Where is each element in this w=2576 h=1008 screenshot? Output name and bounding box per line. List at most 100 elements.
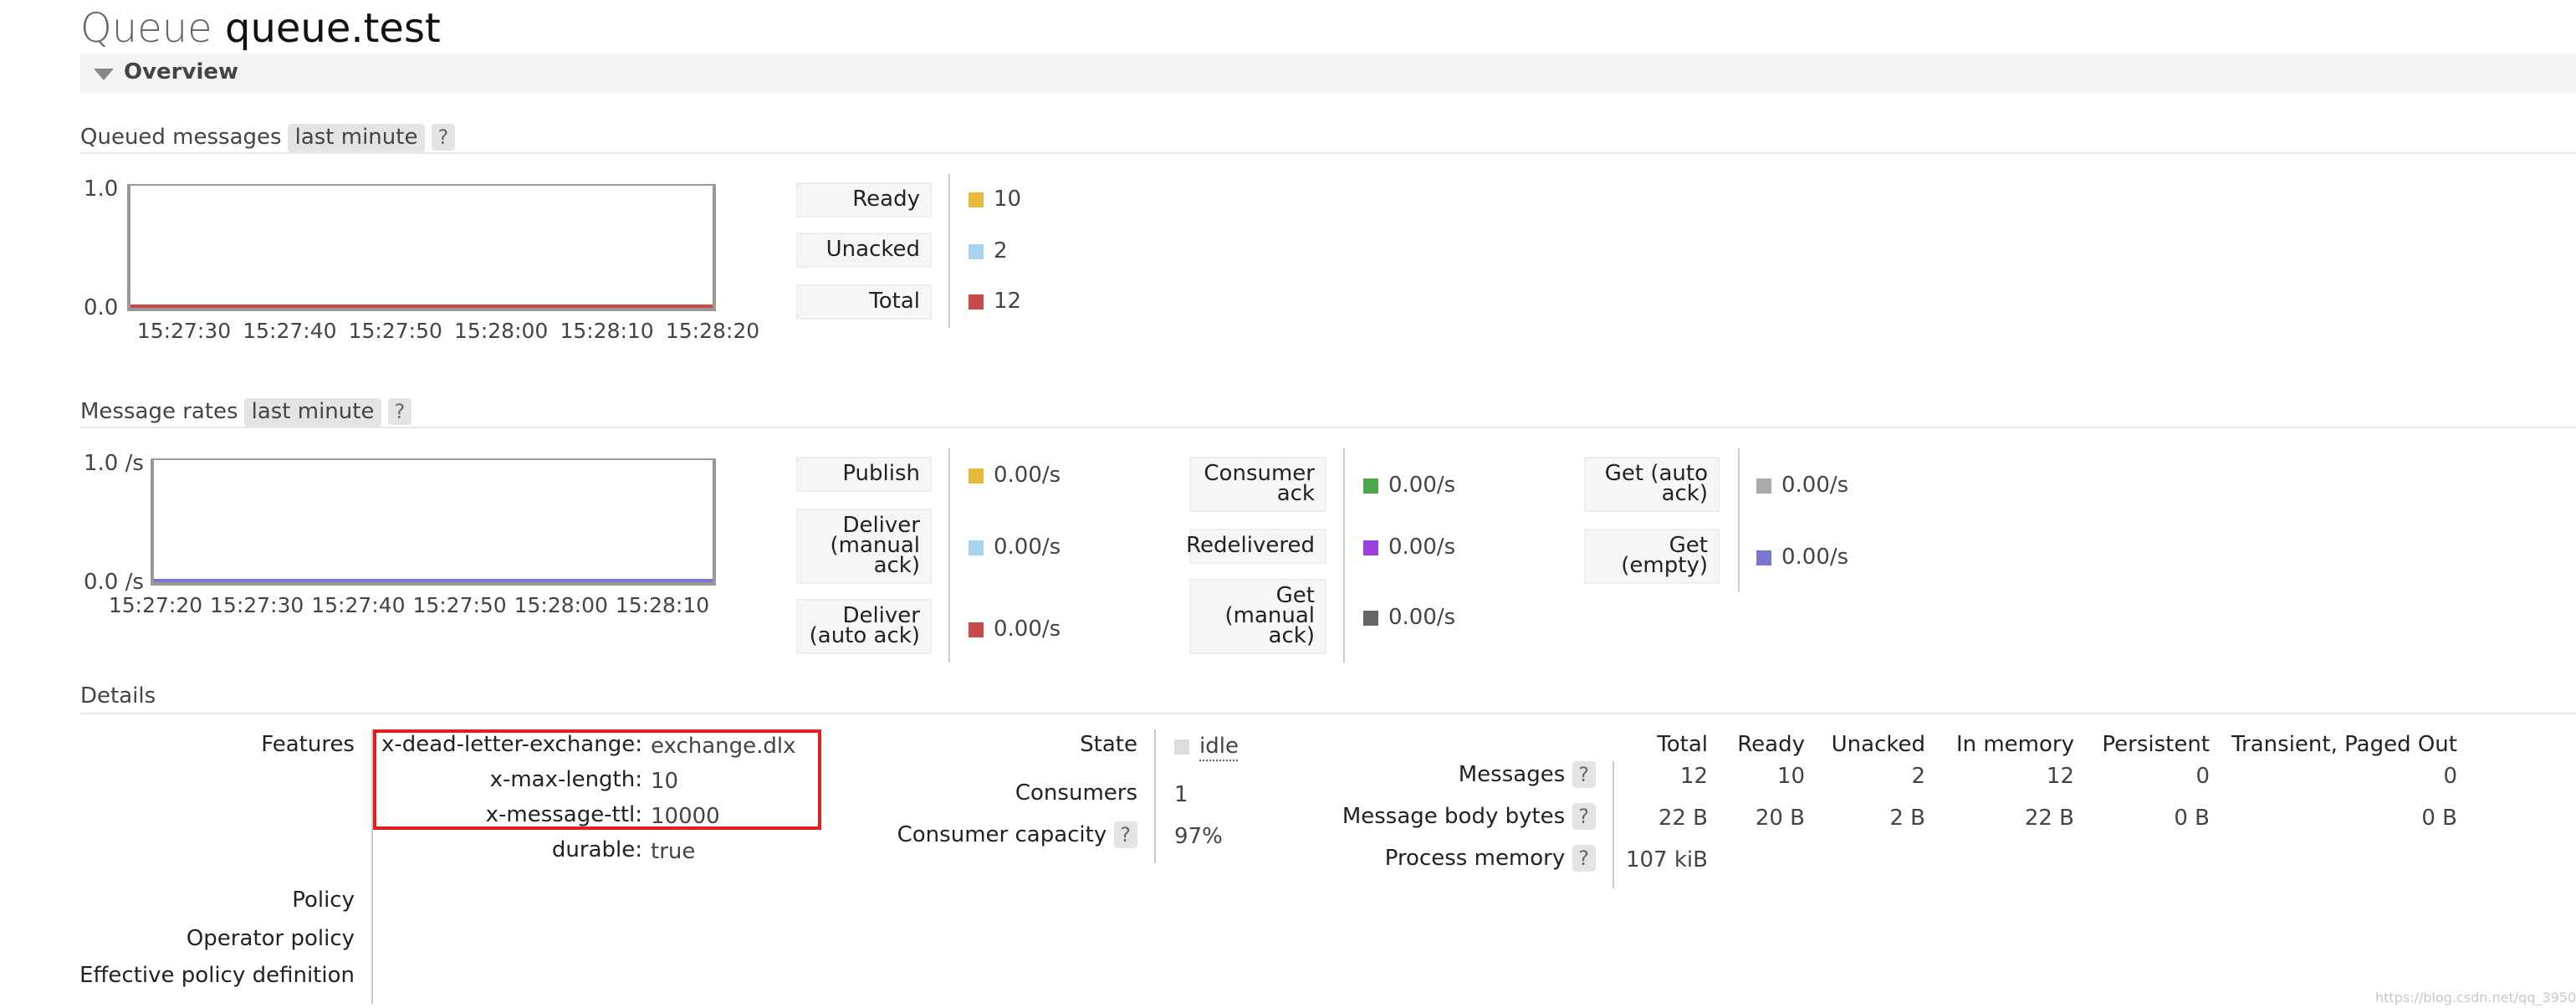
highlight-box	[373, 729, 821, 830]
overview-label: Overview	[124, 60, 239, 85]
publish-value: 0.00/s	[994, 463, 1061, 489]
chart1-xtick-3: 15:28:00	[454, 318, 549, 343]
table-row-label-text: Process memory	[1384, 847, 1566, 872]
legend-value-get-manual-ack: 0.00/s	[1363, 606, 1455, 631]
watermark: https://blog.csdn.net/qq_39509	[2375, 990, 2576, 1005]
feature-value-message-ttl: 10000	[651, 805, 720, 830]
consumer-capacity-text: Consumer capacity	[897, 823, 1107, 848]
message-rates-help-button[interactable]: ?	[387, 398, 412, 425]
table-row-help-button[interactable]: ?	[1572, 845, 1596, 872]
feature-value-durable: true	[651, 840, 696, 865]
message-rates-range-button[interactable]: last minute	[244, 398, 381, 427]
legend-separator	[1343, 448, 1345, 663]
legend-value-redelivered: 0.00/s	[1363, 535, 1455, 560]
page-title: Queue queue.test	[80, 3, 441, 54]
chart2-xtick-5: 15:28:10	[615, 592, 710, 617]
message-rates-title: Message rates	[80, 400, 238, 425]
message-rates-chart	[151, 458, 716, 586]
triangle-down-icon	[94, 69, 114, 80]
consumer-ack-swatch-icon	[1363, 478, 1378, 494]
consumer-ack-value: 0.00/s	[1388, 473, 1456, 499]
redelivered-swatch-icon	[1363, 540, 1378, 555]
table-cell: 0	[2443, 765, 2457, 790]
get-empty-swatch-icon	[1756, 550, 1771, 565]
state-value: idle	[1174, 734, 1239, 761]
table-header-4: Persistent	[2102, 733, 2210, 758]
table-separator	[1613, 761, 1614, 888]
page-title-kind: Queue	[80, 5, 212, 52]
table-header-1: Ready	[1737, 733, 1805, 758]
table-row-label-1: Message body bytes?	[1261, 803, 1596, 830]
divider	[80, 427, 2576, 428]
deliver-auto-value: 0.00/s	[994, 617, 1061, 642]
state-label: State	[1080, 733, 1137, 758]
state-text: idle	[1199, 734, 1239, 761]
chart1-ytick-top: 1.0	[84, 177, 119, 202]
table-header-2: Unacked	[1831, 733, 1925, 758]
legend-label-get-empty: Get (empty)	[1584, 529, 1720, 584]
table-row-label-text: Messages	[1458, 763, 1566, 788]
chart2-ytick-top: 1.0 /s	[84, 452, 144, 477]
chart2-xtick-3: 15:27:50	[412, 592, 507, 617]
legend-label-publish: Publish	[796, 457, 932, 492]
consumer-capacity-label: Consumer capacity?	[870, 821, 1137, 848]
legend-label-redelivered: Redelivered	[1186, 529, 1326, 564]
table-cell: 22 B	[2024, 806, 2074, 831]
overview-section-toggle[interactable]: Overview	[80, 54, 2576, 94]
page-title-queue-name: queue.test	[224, 5, 441, 52]
queued-messages-help-button[interactable]: ?	[431, 124, 456, 151]
operator-policy-label: Operator policy	[186, 927, 355, 952]
feature-key-durable: durable:	[551, 838, 642, 863]
chart2-xtick-1: 15:27:30	[210, 592, 304, 617]
legend-value-get-empty: 0.00/s	[1756, 545, 1848, 571]
legend-value-unacked: 2	[969, 239, 1008, 264]
details-title: Details	[80, 684, 156, 709]
legend-label-unacked: Unacked	[796, 233, 932, 268]
publish-swatch-icon	[969, 468, 984, 484]
idle-swatch-icon	[1174, 739, 1189, 755]
feature-key-dead-letter-exchange: x-dead-letter-exchange:	[381, 733, 642, 758]
message-rates-chart-svg	[154, 579, 713, 582]
redelivered-value: 0.00/s	[1388, 535, 1456, 560]
legend-label-deliver-auto-ack: Deliver (auto ack)	[796, 599, 932, 654]
feature-value-max-length: 10	[651, 770, 679, 795]
table-header-5: Transient, Paged Out	[2231, 733, 2457, 758]
legend-value-publish: 0.00/s	[969, 463, 1061, 489]
divider	[80, 152, 2576, 154]
table-cell: 107 kiB	[1625, 848, 1708, 873]
consumer-capacity-help-button[interactable]: ?	[1113, 821, 1137, 848]
table-cell: 12	[1679, 765, 1708, 790]
chart2-xtick-4: 15:28:00	[514, 592, 608, 617]
legend-separator	[1738, 448, 1740, 592]
consumers-label: Consumers	[1015, 781, 1137, 806]
queued-messages-title: Queued messages	[80, 125, 282, 151]
queued-messages-header: Queued messages last minute?	[80, 124, 456, 152]
queued-messages-chart-svg	[130, 304, 713, 308]
legend-value-ready: 10	[969, 187, 1021, 212]
effective-policy-label: Effective policy definition	[79, 964, 355, 989]
features-label: Features	[261, 733, 355, 758]
get-auto-value: 0.00/s	[1781, 473, 1849, 499]
queued-messages-range-button[interactable]: last minute	[288, 124, 425, 152]
legend-separator	[948, 448, 950, 663]
table-cell: 2	[1911, 765, 1925, 790]
unacked-swatch-icon	[969, 244, 984, 259]
consumers-value: 1	[1174, 783, 1188, 808]
chart2-xtick-2: 15:27:40	[311, 592, 406, 617]
table-cell: 10	[1776, 765, 1805, 790]
legend-value-get-auto-ack: 0.00/s	[1756, 473, 1848, 499]
table-row-help-button[interactable]: ?	[1572, 761, 1596, 788]
chart1-xtick-5: 15:28:20	[665, 318, 760, 343]
chart1-ytick-bottom: 0.0	[84, 296, 119, 321]
ready-swatch-icon	[969, 192, 984, 207]
table-cell: 0 B	[2174, 806, 2210, 831]
feature-key-max-length: x-max-length:	[489, 768, 642, 793]
deliver-auto-swatch-icon	[969, 622, 984, 637]
feature-key-message-ttl: x-message-ttl:	[485, 803, 642, 828]
get-auto-swatch-icon	[1756, 478, 1771, 494]
consumer-capacity-value: 97%	[1174, 825, 1223, 850]
table-row-help-button[interactable]: ?	[1572, 803, 1596, 830]
table-cell: 20 B	[1755, 806, 1805, 831]
chart1-xtick-0: 15:27:30	[136, 318, 232, 343]
